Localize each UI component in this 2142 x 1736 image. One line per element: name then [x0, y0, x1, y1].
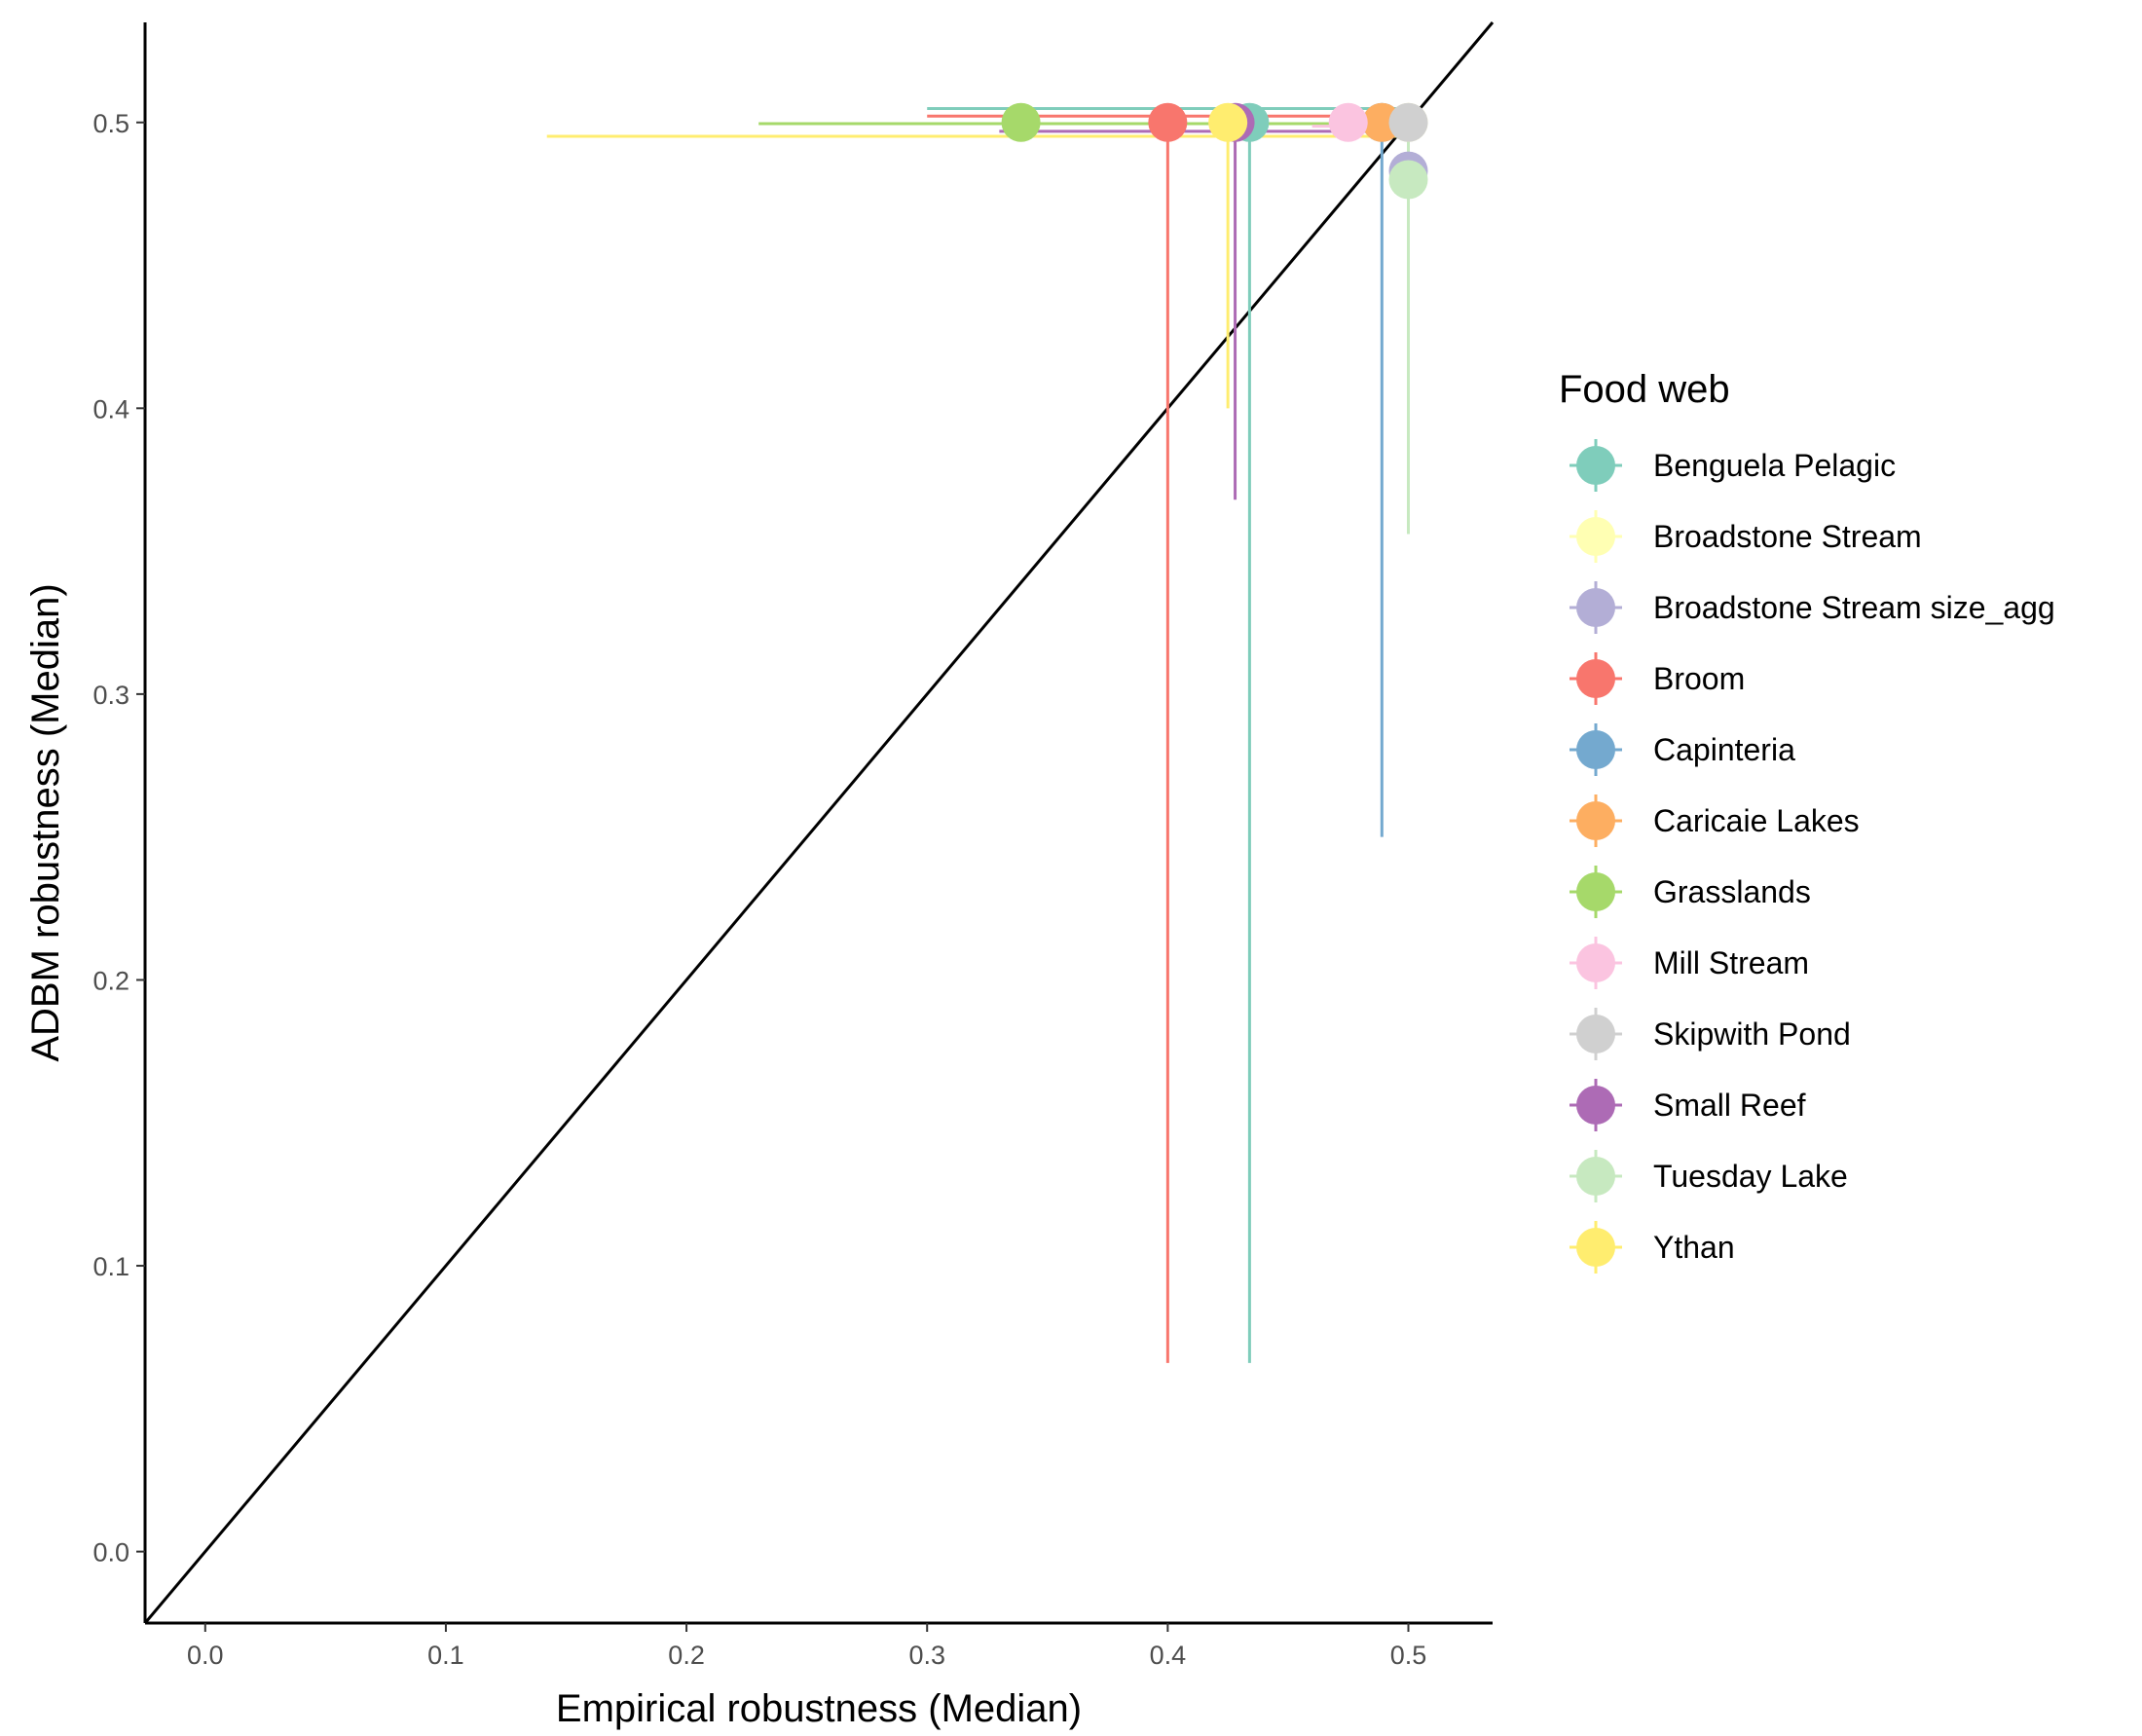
data-point: [1388, 102, 1428, 142]
x-tick-label: 0.4: [1150, 1641, 1187, 1670]
data-point: [1208, 102, 1248, 142]
x-tick-label: 0.0: [187, 1641, 224, 1670]
y-ticks: 0.0 0.1 0.2 0.3 0.4 0.5: [92, 109, 145, 1568]
legend-label: Tuesday Lake: [1653, 1159, 1848, 1194]
legend-key-point: [1576, 1086, 1615, 1125]
y-tick-label: 0.1: [92, 1252, 129, 1281]
axes: 0.0 0.1 0.2 0.3 0.4 0.5 0.0 0.1 0.2 0.3 0.4 0.5 Em…: [24, 22, 1493, 1730]
x-tick-label: 0.1: [427, 1641, 464, 1670]
legend-item: Small Reef: [1570, 1079, 1806, 1131]
reference-line: [143, 21, 1495, 1624]
legend-item: Benguela Pelagic: [1570, 439, 1896, 492]
data-points: [1001, 102, 1428, 200]
legend-label: Small Reef: [1653, 1088, 1806, 1123]
legend-key-point: [1576, 1015, 1615, 1053]
legend-item: Skipwith Pond: [1570, 1008, 1851, 1060]
legend-label: Skipwith Pond: [1653, 1016, 1851, 1052]
legend-label: Ythan: [1653, 1230, 1735, 1265]
data-point: [1328, 102, 1368, 142]
legend-label: Benguela Pelagic: [1653, 448, 1896, 483]
x-tick-label: 0.3: [908, 1641, 945, 1670]
legend-label: Grasslands: [1653, 874, 1811, 909]
legend-key-point: [1576, 1157, 1615, 1196]
legend-item: Broom: [1570, 652, 1745, 705]
y-tick-label: 0.0: [92, 1538, 129, 1568]
x-ticks: 0.0 0.1 0.2 0.3 0.4 0.5: [187, 1623, 1426, 1670]
legend-key-point: [1576, 1228, 1615, 1267]
legend-item: Grasslands: [1570, 866, 1811, 918]
y-tick-label: 0.2: [92, 966, 129, 995]
legend-item: Capinteria: [1570, 723, 1795, 776]
legend-label: Broadstone Stream: [1653, 519, 1922, 554]
legend-label: Broom: [1653, 661, 1745, 696]
legend-item: Tuesday Lake: [1570, 1150, 1848, 1202]
legend-key-point: [1576, 730, 1615, 769]
data-point: [1388, 160, 1428, 200]
legend-item: Broadstone Stream: [1570, 510, 1922, 563]
legend-key-point: [1576, 943, 1615, 982]
plot-area: [143, 21, 1495, 1624]
legend-label: Mill Stream: [1653, 945, 1809, 980]
data-point: [1001, 102, 1041, 142]
legend-item: Caricaie Lakes: [1570, 794, 1860, 847]
legend-title: Food web: [1559, 368, 1730, 411]
legend-key-point: [1576, 659, 1615, 698]
y-tick-label: 0.4: [92, 394, 129, 424]
legend-key-point: [1576, 588, 1615, 627]
x-tick-label: 0.2: [668, 1641, 705, 1670]
legend-key-point: [1576, 446, 1615, 485]
x-tick-label: 0.5: [1390, 1641, 1427, 1670]
legend-label: Capinteria: [1653, 732, 1795, 767]
data-point: [1148, 102, 1188, 142]
y-tick-label: 0.3: [92, 681, 129, 710]
legend-item: Mill Stream: [1570, 937, 1809, 989]
legend-label: Broadstone Stream size_agg: [1653, 590, 2055, 625]
legend-key-point: [1576, 801, 1615, 840]
legend-item: Broadstone Stream size_agg: [1570, 581, 2055, 634]
y-tick-label: 0.5: [92, 109, 129, 138]
y-axis-title: ADBM robustness (Median): [24, 583, 67, 1061]
legend-item: Ythan: [1570, 1221, 1735, 1274]
legend-key-point: [1576, 872, 1615, 911]
x-axis-title: Empirical robustness (Median): [556, 1687, 1082, 1730]
legend-label: Caricaie Lakes: [1653, 803, 1860, 838]
error-bars: [546, 105, 1410, 1363]
legend-key-point: [1576, 517, 1615, 556]
legend: Food web Benguela Pelagic Broadstone Stre…: [1559, 368, 2055, 1274]
